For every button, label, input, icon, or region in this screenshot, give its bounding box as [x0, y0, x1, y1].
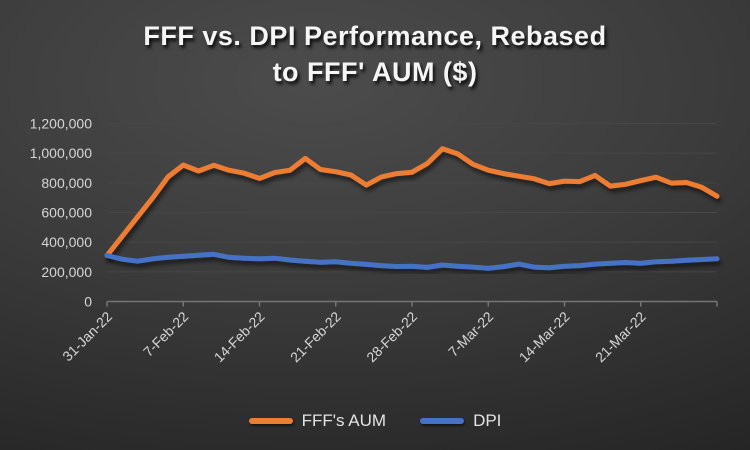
legend-item-dpi: DPI	[420, 411, 501, 431]
svg-text:14-Feb-22: 14-Feb-22	[211, 308, 268, 365]
svg-text:400,000: 400,000	[41, 234, 92, 250]
svg-text:21-Mar-22: 21-Mar-22	[592, 308, 649, 365]
svg-text:31-Jan-22: 31-Jan-22	[59, 308, 115, 364]
svg-text:200,000: 200,000	[41, 264, 92, 280]
legend-item-fff-aum: FFF's AUM	[248, 411, 387, 431]
legend-label-fff-aum: FFF's AUM	[301, 411, 387, 430]
svg-text:7-Feb-22: 7-Feb-22	[140, 308, 192, 360]
svg-text:0: 0	[84, 294, 92, 310]
chart-title-line1: FFF vs. DPI Performance, Rebased	[143, 21, 607, 51]
svg-text:1,000,000: 1,000,000	[30, 145, 92, 161]
legend-label-dpi: DPI	[473, 411, 502, 430]
gridlines	[107, 123, 717, 273]
fff-aum-line-swatch-icon	[248, 418, 293, 424]
svg-text:28-Feb-22: 28-Feb-22	[363, 308, 420, 365]
y-axis-labels: 0 200,000 400,000 600,000 800,000 1,000,000 1,…	[30, 116, 93, 310]
data-series-lines	[104, 146, 720, 271]
svg-text:600,000: 600,000	[41, 205, 92, 221]
x-axis	[106, 300, 718, 307]
dpi-line-swatch-icon	[420, 418, 465, 424]
svg-text:1,200,000: 1,200,000	[30, 116, 92, 132]
chart-title-line2: to FFF' AUM ($)	[272, 57, 478, 87]
svg-text:800,000: 800,000	[41, 175, 92, 191]
svg-text:14-Mar-22: 14-Mar-22	[516, 308, 573, 365]
x-axis-labels: 31-Jan-22 7-Feb-22 14-Feb-22 21-Feb-22 28-Fe…	[59, 308, 649, 365]
chart-title: FFF vs. DPI Performance, Rebased to FFF'…	[0, 18, 750, 90]
chart-legend: FFF's AUM DPI	[0, 406, 750, 436]
svg-text:7-Mar-22: 7-Mar-22	[445, 308, 497, 360]
svg-text:21-Feb-22: 21-Feb-22	[287, 308, 344, 365]
